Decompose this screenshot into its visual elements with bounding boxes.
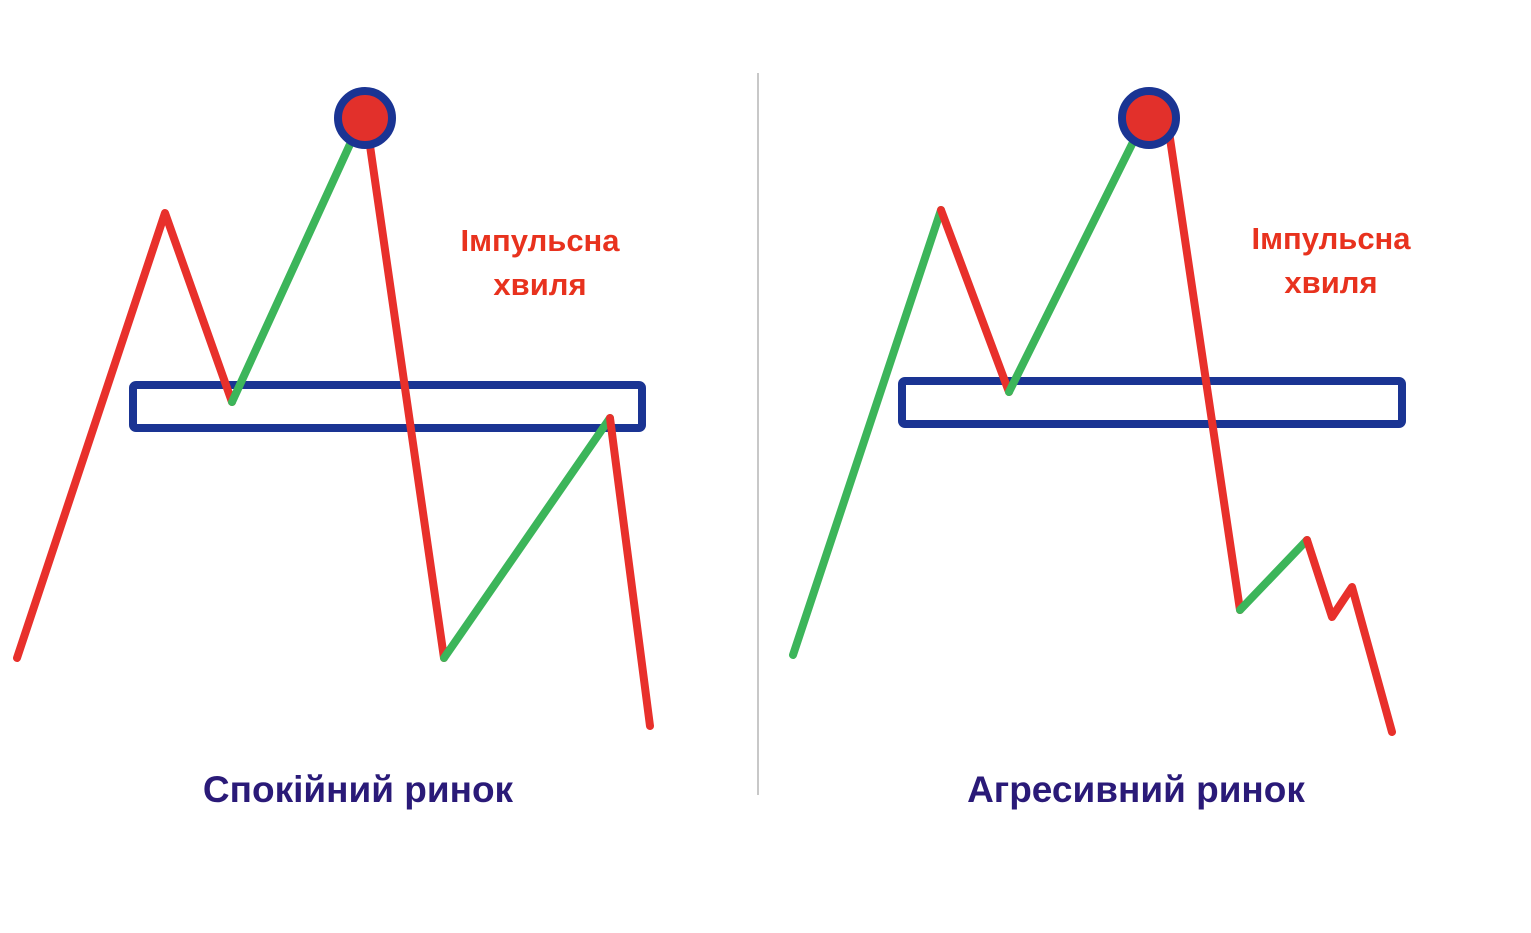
- aggressive-market-panel: [789, 87, 1406, 736]
- aggressive-impulse-wave-label-line1: Імпульсна: [1251, 221, 1411, 256]
- calm-impulse-wave-label-line1: Імпульсна: [460, 223, 620, 258]
- aggressive-zone-box: [898, 377, 1406, 428]
- aggressive-impulse-wave-label-line2: хвиля: [1284, 265, 1378, 300]
- aggressive-bullish-leg-1: [789, 206, 945, 659]
- aggressive-peak-marker: [1118, 87, 1180, 149]
- calm-bullish-retest: [440, 414, 614, 662]
- aggressive-bearish-continuation: [1303, 536, 1396, 736]
- calm-bearish-continuation: [606, 414, 654, 730]
- calm-market-panel: [13, 87, 654, 730]
- aggressive-impulse-drop: [1164, 121, 1244, 614]
- calm-impulse-wave-label-line2: хвиля: [493, 267, 587, 302]
- aggressive-market-caption: Агресивний ринок: [967, 769, 1305, 810]
- calm-bullish-leg-1: [228, 114, 366, 406]
- aggressive-bearish-leg-1: [937, 206, 1013, 396]
- calm-impulse-wave-label: Імпульсна хвиля: [420, 219, 660, 307]
- aggressive-bullish-pullback: [1236, 536, 1311, 614]
- aggressive-bullish-leg-2: [1005, 114, 1149, 396]
- calm-zone-box: [129, 381, 646, 432]
- calm-market-caption: Спокійний ринок: [202, 769, 514, 810]
- calm-impulse-drop: [363, 121, 448, 662]
- aggressive-impulse-wave-label: Імпульсна хвиля: [1211, 217, 1451, 305]
- calm-bearish-leg-1: [13, 209, 236, 662]
- calm-peak-marker: [334, 87, 396, 149]
